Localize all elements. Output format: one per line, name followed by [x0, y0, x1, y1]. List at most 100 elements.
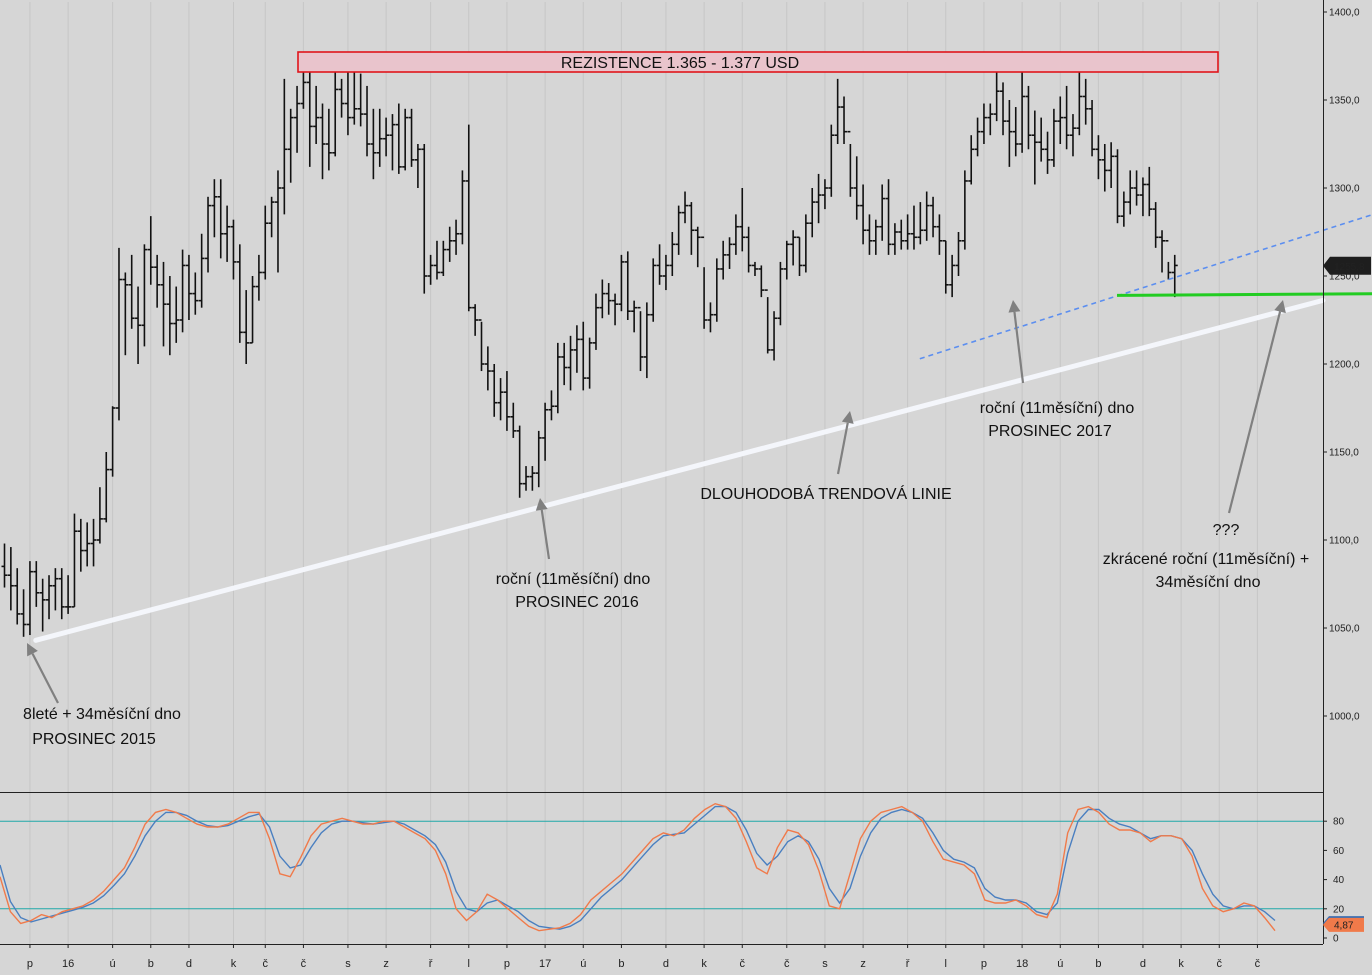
- ohlc-bar-46: [294, 85, 301, 153]
- ohlc-bar-23: [147, 216, 154, 285]
- ohlc-bar-164: [1044, 131, 1051, 174]
- ohlc-bar-38: [243, 290, 250, 364]
- ohlc-bar-63: [402, 108, 409, 171]
- ohlc-bar-98: [624, 251, 631, 320]
- ohlc-bar-27: [173, 286, 180, 343]
- time-tick-label-10: ř: [429, 958, 433, 970]
- ohlc-bar-22: [141, 244, 148, 347]
- ohlc-bar-111: [707, 302, 714, 333]
- ohlc-bar-10: [65, 575, 72, 614]
- ohlc-bar-166: [1057, 96, 1064, 144]
- ohlc-bar-76: [484, 346, 491, 391]
- ohlc-bar-157: [1000, 82, 1007, 136]
- price-tick-label-5: 1250,0: [1329, 272, 1360, 283]
- annotation-1-line-0: roční (11měsíční) dno: [496, 571, 651, 588]
- annotation-1: roční (11měsíční) dno PROSINEC 2016: [496, 571, 651, 611]
- ohlc-bar-44: [281, 78, 288, 215]
- ohlc-bar-104: [662, 254, 669, 291]
- ohlc-bar-42: [268, 196, 275, 238]
- ohlc-bar-29: [185, 254, 192, 320]
- ohlc-bar-58: [370, 108, 377, 180]
- ohlc-bar-131: [834, 78, 841, 144]
- time-tick-label-16: d: [663, 958, 669, 970]
- time-tick-label-3: b: [148, 958, 154, 970]
- arrow-head: [1008, 300, 1021, 313]
- ohlc-bar-172: [1095, 135, 1102, 180]
- time-tick-label-14: ú: [580, 958, 586, 970]
- ohlc-bar-79: [503, 371, 510, 431]
- ohlc-bar-15: [96, 487, 103, 544]
- ohlc-bar-156: [993, 71, 1000, 122]
- ohlc-bar-33: [211, 179, 218, 238]
- ohlc-bar-71: [453, 219, 460, 255]
- time-tick-label-15: b: [618, 958, 624, 970]
- stoch-k-line: [0, 802, 1276, 932]
- ohlc-bar-159: [1012, 107, 1019, 157]
- time-tick-label-4: d: [186, 958, 192, 970]
- ohlc-bar-145: [923, 191, 930, 241]
- price-axis: 1000,0 1050,0 1100,0 1150,0 1200,0 1250,0 1300…: [0, 0, 1371, 945]
- ohlc-bar-50: [319, 103, 326, 180]
- ohlc-bar-24: [154, 254, 161, 308]
- price-panel: REZISTENCE 1.365 - 1.377 USD 8leté + 34m…: [1, 51, 1372, 748]
- ohlc-bar-82: [523, 466, 530, 491]
- ohlc-bar-72: [459, 170, 466, 245]
- ohlc-bar-7: [46, 575, 53, 620]
- annotation-3: roční (11měsíční) dno PROSINEC 2017: [980, 400, 1135, 440]
- ohlc-bar-106: [675, 205, 682, 255]
- time-tick-label-5: k: [231, 958, 237, 970]
- ohlc-bar-25: [160, 261, 167, 347]
- support-line: [1116, 292, 1372, 297]
- ohlc-bar-107: [682, 191, 689, 224]
- ohlc-bar-2: [14, 568, 21, 625]
- ohlc-bar-115: [732, 214, 739, 255]
- arrow-head: [841, 411, 854, 424]
- stoch-tick-label-2: 40: [1333, 875, 1345, 886]
- time-tick-label-26: ú: [1057, 958, 1063, 970]
- ohlc-bar-144: [917, 202, 924, 245]
- ohlc-bar-88: [561, 342, 568, 386]
- ohlc-bar-175: [1114, 149, 1121, 224]
- ohlc-bar-150: [955, 232, 962, 276]
- ohlc-bar-36: [230, 219, 237, 280]
- ohlc-bar-86: [548, 390, 555, 421]
- ohlc-bar-135: [860, 184, 867, 245]
- ohlc-bar-155: [987, 103, 994, 136]
- ohlc-bar-103: [656, 244, 663, 285]
- time-tick-label-31: č: [1255, 958, 1261, 970]
- ohlc-bar-114: [726, 237, 733, 269]
- ohlc-bar-147: [936, 214, 943, 255]
- ohlc-bar-43: [274, 170, 281, 273]
- ohlc-bar-75: [478, 319, 485, 372]
- ohlc-bar-64: [408, 108, 415, 167]
- time-tick-label-21: z: [860, 958, 866, 970]
- arrow-head: [1274, 300, 1286, 314]
- annotation-0-line-1: PROSINEC 2015: [32, 731, 156, 748]
- annotation-5: zkrácené roční (11měsíční) + 34měsíční dn…: [1103, 551, 1309, 591]
- ohlc-bar-73: [465, 124, 472, 312]
- time-tick-label-7: č: [301, 958, 307, 970]
- time-tick-label-27: b: [1095, 958, 1101, 970]
- ohlc-bar-118: [751, 261, 758, 276]
- ohlc-bar-168: [1069, 114, 1076, 157]
- ohlc-bar-100: [637, 306, 644, 372]
- ohlc-bar-18: [115, 247, 122, 421]
- ohlc-bar-66: [421, 144, 428, 294]
- ohlc-bar-69: [440, 240, 447, 276]
- ohlc-bar-170: [1082, 78, 1089, 125]
- ohlc-bar-127: [809, 188, 816, 238]
- time-tick-label-23: l: [945, 958, 947, 970]
- price-tick-label-1: 1050,0: [1329, 624, 1360, 635]
- time-tick-label-24: p: [981, 958, 987, 970]
- ohlc-bar-113: [720, 240, 727, 280]
- ohlc-bar-34: [217, 179, 224, 259]
- ohlc-bar-85: [542, 402, 549, 461]
- ohlc-bar-151: [961, 170, 968, 250]
- ohlc-bar-128: [815, 173, 822, 224]
- ohlc-bar-19: [122, 272, 129, 356]
- annotation-5-line-0: zkrácené roční (11měsíční) +: [1103, 551, 1309, 568]
- price-tick-label-0: 1000,0: [1329, 712, 1360, 723]
- ohlc-bar-152: [968, 135, 975, 185]
- ohlc-bar-17: [109, 406, 116, 477]
